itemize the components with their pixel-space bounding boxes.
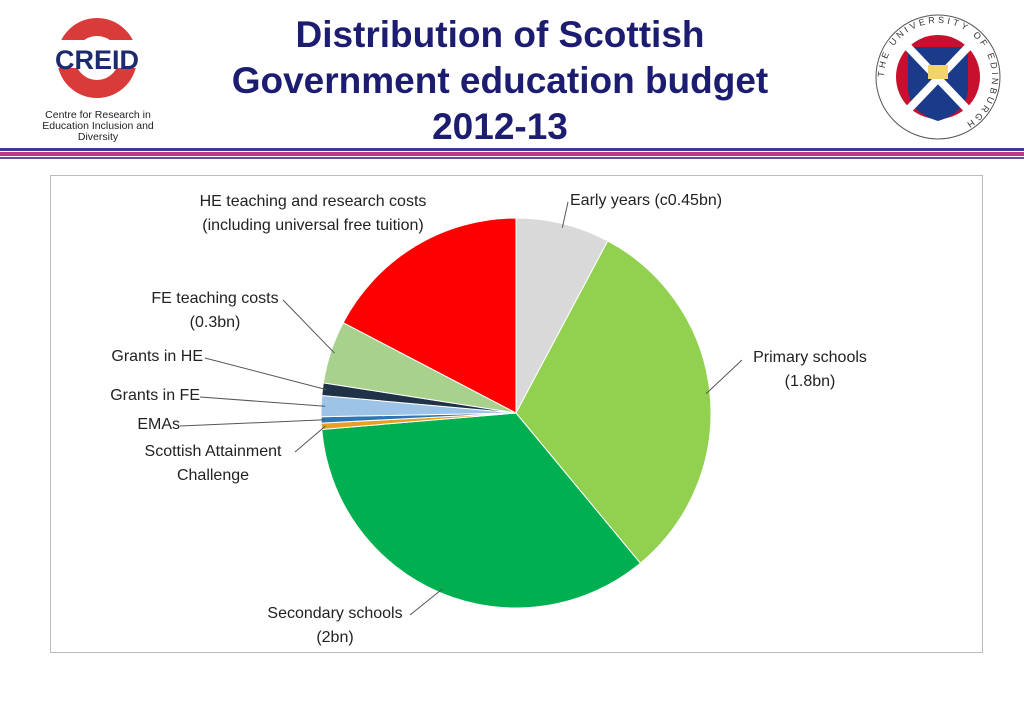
leader-line [294, 425, 326, 453]
leader-line [705, 359, 743, 395]
slice-label: Grants in FE [110, 387, 200, 404]
creid-band [55, 40, 139, 68]
leader-line [409, 588, 443, 616]
slice-label: Grants in HE [111, 348, 203, 365]
stripe [0, 148, 1024, 151]
leader-line [561, 201, 569, 228]
title: Distribution of Scottish Government educ… [231, 14, 769, 147]
slice-label: EMAs [137, 416, 180, 433]
leader-line [204, 357, 327, 391]
leader-line [179, 419, 326, 427]
pie-slice [342, 217, 517, 414]
chart-frame [50, 175, 983, 653]
slice-label: Scottish Attainment Challenge [144, 443, 282, 484]
stripe [0, 157, 1024, 159]
pie-slice [515, 240, 712, 564]
slice-label: Early years (c0.45bn) [570, 192, 723, 209]
uni-book [928, 65, 948, 79]
slice-label: FE teaching costs (0.3bn) [151, 290, 279, 331]
leader-line [199, 396, 326, 407]
stripe [0, 152, 1024, 156]
pie-slice [321, 412, 642, 609]
leader-line [282, 299, 335, 354]
creid-name: CREID [55, 45, 139, 75]
slice-label: Primary schools (1.8bn) [753, 349, 867, 390]
slice-label: HE teaching and research costs (includin… [199, 193, 427, 234]
pie [179, 201, 743, 616]
creid-caption: Centre for Research in Education Inclusi… [42, 109, 154, 143]
slice-label: Secondary schools (2bn) [267, 605, 403, 646]
